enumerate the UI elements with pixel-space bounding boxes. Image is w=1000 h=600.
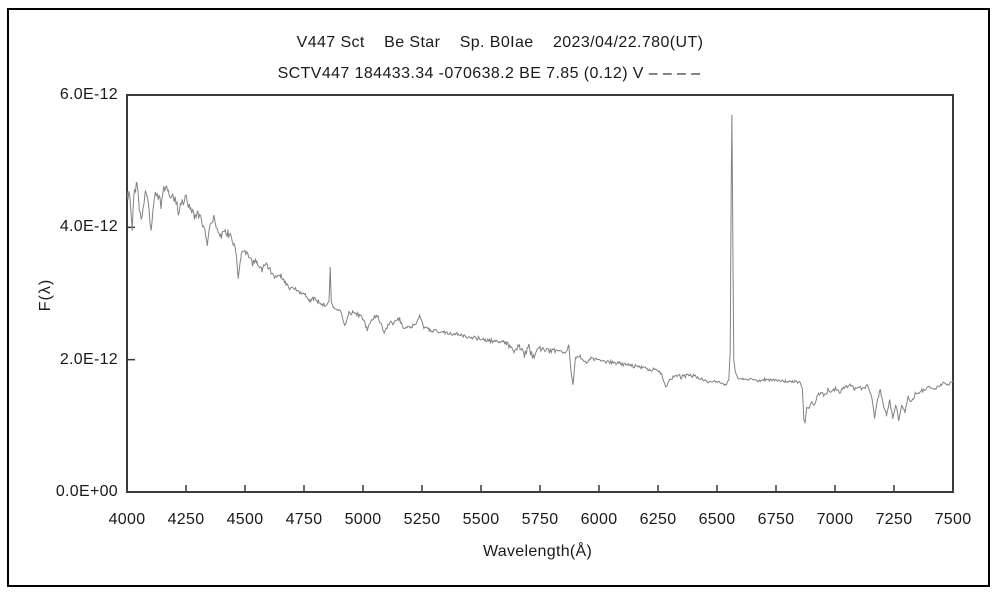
x-tick-label: 4250 xyxy=(167,511,205,528)
y-tick-label: 4.0E-12 xyxy=(59,218,118,236)
x-tick-label: 5000 xyxy=(344,511,382,528)
chart-title: V447 Sct Be Star Sp. B0Iae 2023/04/22.78… xyxy=(296,34,704,51)
y-axis-title: F(λ) xyxy=(37,278,54,312)
y-tick-label: 6.0E-12 xyxy=(59,86,118,103)
chart-subtitle: SCTV447 184433.34 -070638.2 BE 7.85 (0.1… xyxy=(277,65,701,82)
x-tick-label: 4000 xyxy=(108,511,146,528)
x-tick-label: 7250 xyxy=(875,511,913,528)
x-tick-label: 7000 xyxy=(816,511,854,528)
x-tick-label: 6000 xyxy=(580,511,618,528)
x-tick-label: 5750 xyxy=(521,511,559,528)
x-tick-label: 6500 xyxy=(698,511,736,528)
x-tick-label: 4750 xyxy=(285,511,323,528)
spectrum-line xyxy=(126,114,954,424)
x-axis-title: Wavelength(Å) xyxy=(483,543,593,560)
axis-tick-marks xyxy=(126,226,954,492)
x-tick-label: 5250 xyxy=(403,511,441,528)
plot-frame xyxy=(126,94,954,493)
y-tick-label: 2.0E-12 xyxy=(59,350,118,368)
x-tick-label: 5500 xyxy=(462,511,500,528)
x-tick-label: 6750 xyxy=(757,511,795,528)
y-tick-label: 0.0E+00 xyxy=(55,483,118,500)
x-tick-label: 4500 xyxy=(226,511,264,528)
x-tick-label: 6250 xyxy=(639,511,677,528)
x-tick-label: 7500 xyxy=(934,511,972,528)
